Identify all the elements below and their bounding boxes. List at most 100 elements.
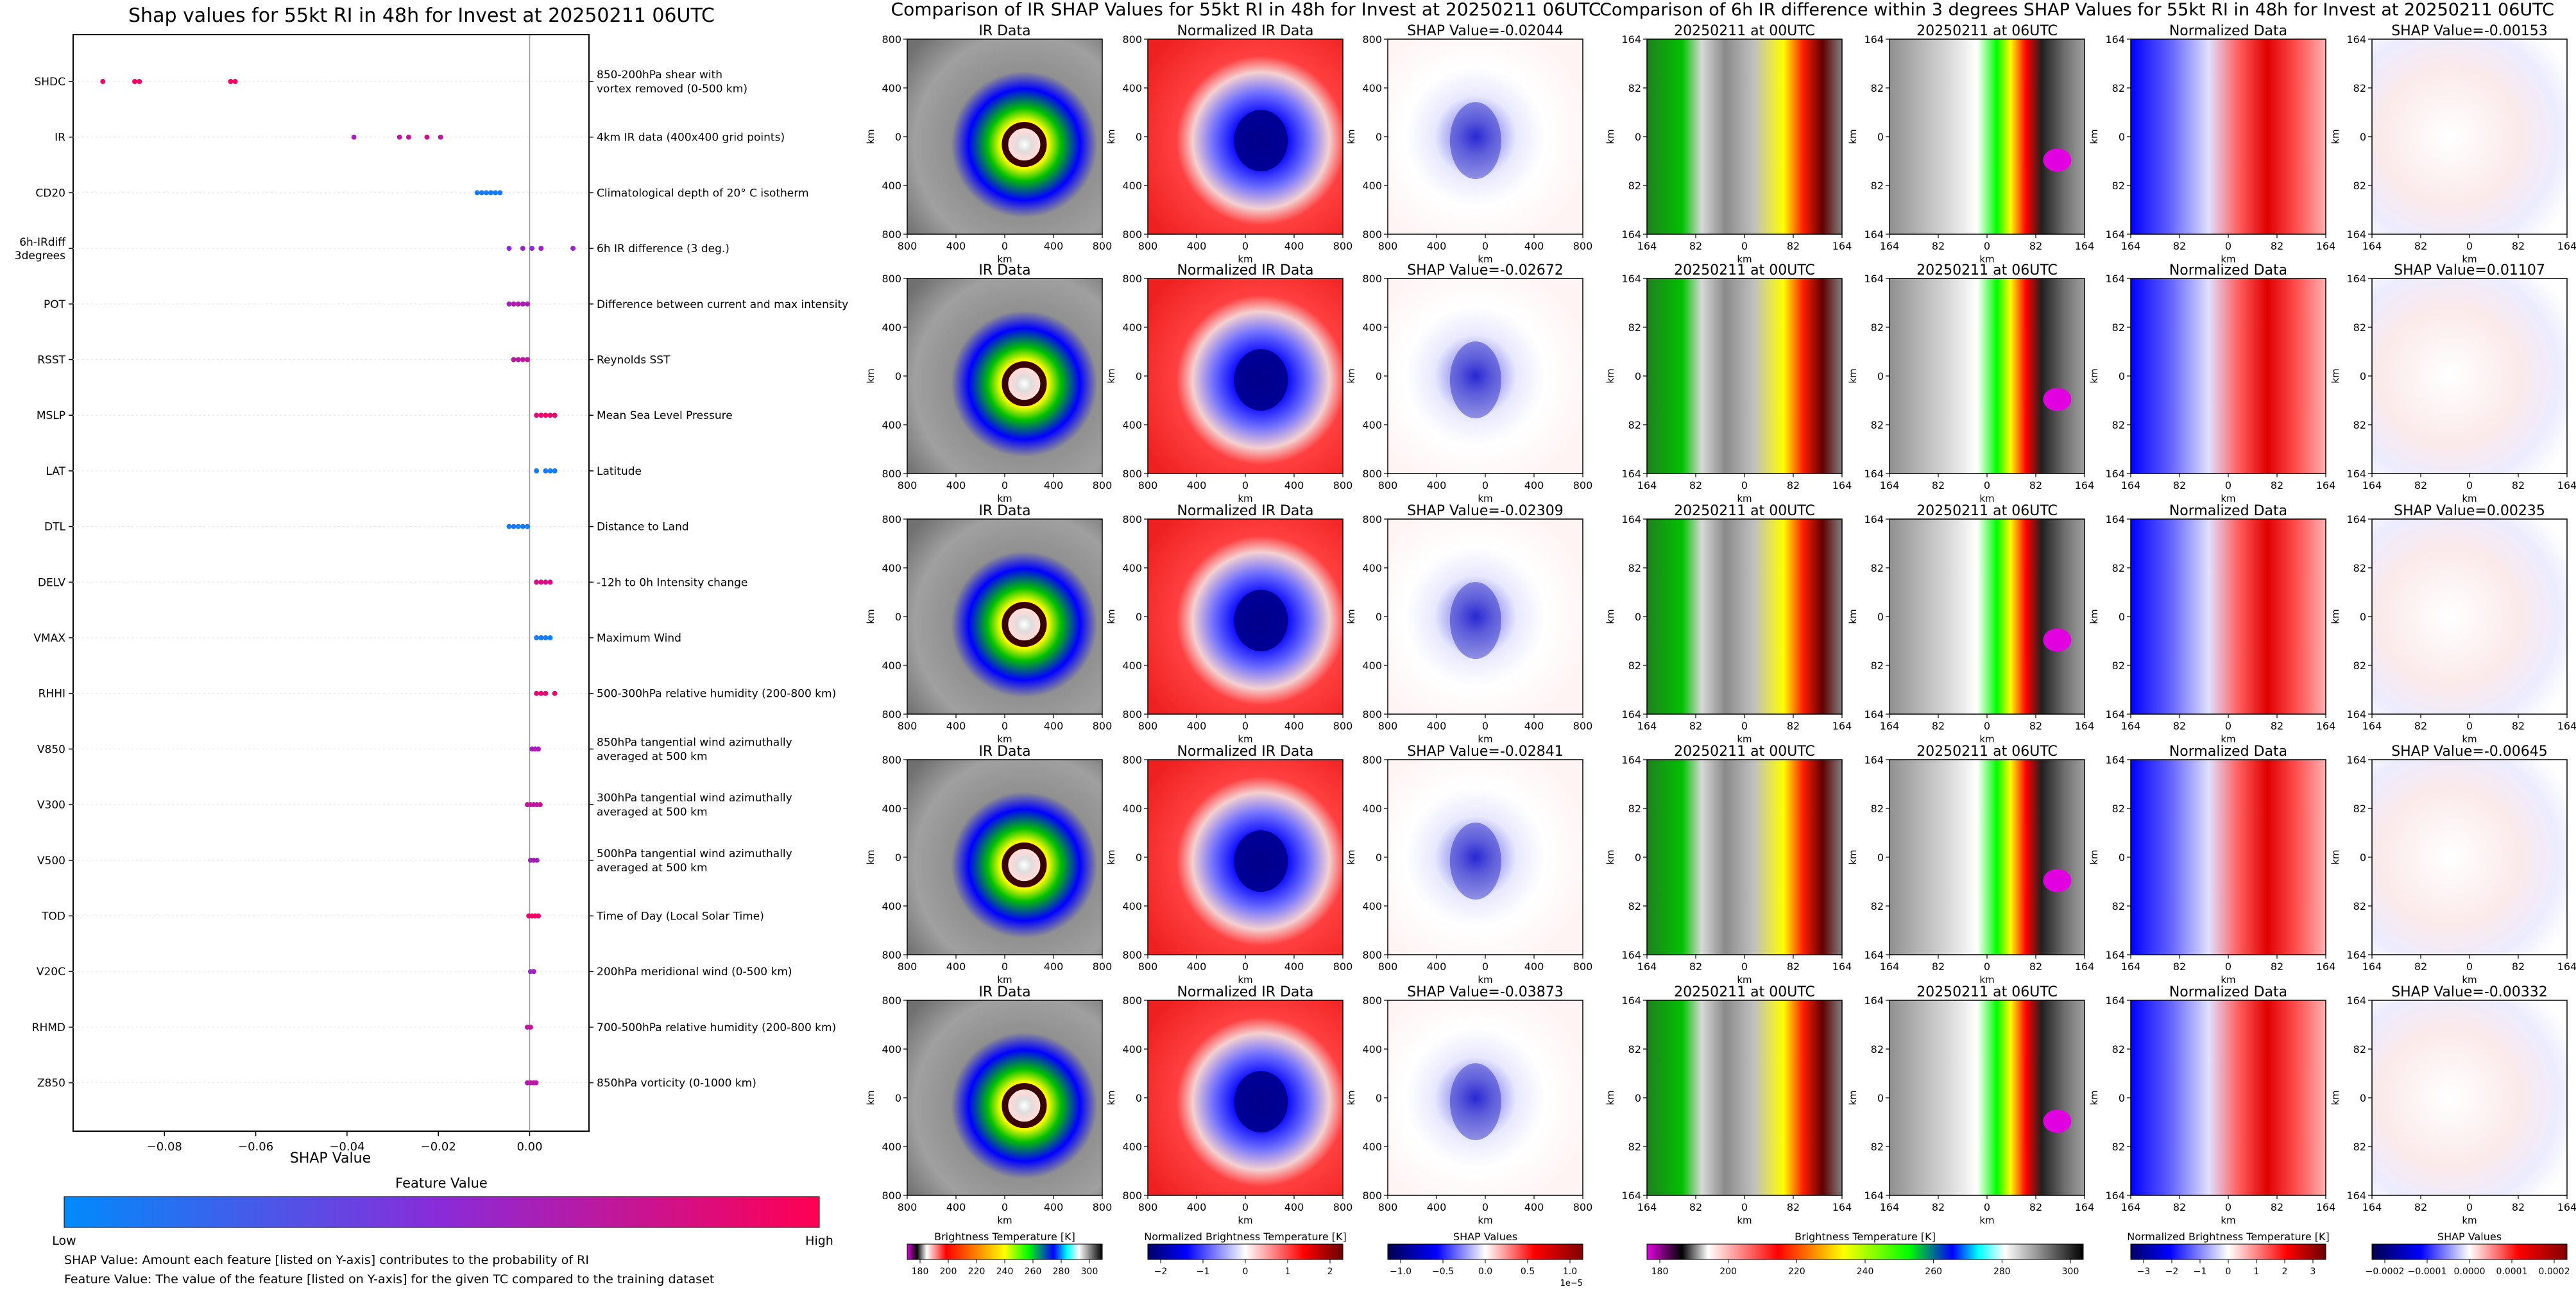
shap-point xyxy=(552,690,558,696)
shap-point xyxy=(547,579,553,585)
feature-description: Difference between current and max inten… xyxy=(597,298,848,311)
x-tick-label: 164 xyxy=(2316,1201,2336,1213)
x-tick-label: 82 xyxy=(1787,960,1800,973)
y-axis-label: km xyxy=(865,1090,876,1105)
x-tick-label: 82 xyxy=(2414,720,2427,732)
feature-description: 200hPa meridional wind (0-500 km) xyxy=(597,966,792,978)
y-tick-label: 0 xyxy=(1376,1092,1382,1104)
y-tick-label: 164 xyxy=(2105,708,2125,721)
x-tick-label: 82 xyxy=(2271,1201,2283,1213)
shap-point xyxy=(511,524,516,529)
x-tick-label: 164 xyxy=(2121,720,2141,732)
shap-point xyxy=(506,524,512,529)
x-tick-label: 800 xyxy=(1138,1201,1158,1213)
x-tick-label: 0.00 xyxy=(516,1140,542,1154)
subplot-title: 20250211 at 00UTC xyxy=(1674,984,1815,1000)
x-tick-label: 164 xyxy=(2557,960,2576,973)
feature-description: Maximum Wind xyxy=(597,632,681,645)
y-tick-label: 82 xyxy=(2112,82,2125,94)
feature-name: V300 xyxy=(37,799,65,812)
x-tick-label: 0 xyxy=(1002,1201,1008,1213)
x-axis-label: km xyxy=(997,493,1012,504)
y-tick-label: 164 xyxy=(2346,754,2366,766)
colorbar-label: Normalized Brightness Temperature [K] xyxy=(2127,1231,2330,1243)
x-tick-label: 82 xyxy=(1689,479,1702,491)
x-tick-label: 0 xyxy=(1741,960,1748,973)
beeswarm-x-ticks: −0.08 −0.06 −0.04 −0.02 0.00 xyxy=(147,1131,543,1154)
shap-point xyxy=(543,635,549,640)
x-axis-label: km xyxy=(1478,974,1492,986)
y-tick-label: 82 xyxy=(1871,321,1884,334)
subplot-title: 20250211 at 06UTC xyxy=(1916,744,2058,760)
shap-point xyxy=(405,134,411,140)
storm-eyewall xyxy=(1002,361,1047,407)
x-tick-label: 800 xyxy=(898,720,917,732)
x-axis-label: km xyxy=(2221,493,2235,504)
y-tick-label: 800 xyxy=(1362,754,1382,766)
y-tick-label: 164 xyxy=(1621,949,1641,961)
y-tick-label: 800 xyxy=(882,33,901,46)
shap-negative-region xyxy=(1449,823,1501,900)
colorbar-tick-label: 260 xyxy=(1925,1267,1942,1277)
y-tick-label: 164 xyxy=(2346,513,2366,525)
feature-description: Time of Day (Local Solar Time) xyxy=(596,910,764,923)
shap-point xyxy=(515,524,521,529)
x-tick-label: 164 xyxy=(2362,960,2382,973)
y-tick-label: 82 xyxy=(2353,562,2366,574)
x-tick-label: 82 xyxy=(2414,240,2427,252)
x-tick-label: 164 xyxy=(2362,720,2382,732)
y-tick-label: 800 xyxy=(1122,754,1142,766)
y-tick-label: 164 xyxy=(1864,1190,1884,1202)
heatmap-image xyxy=(2372,1000,2567,1195)
y-axis-label: km xyxy=(2330,849,2341,864)
shap-point xyxy=(552,413,558,418)
y-tick-label: 400 xyxy=(882,321,901,334)
x-tick-label: 800 xyxy=(1333,720,1353,732)
y-tick-label: 0 xyxy=(1136,851,1142,864)
x-tick-label: 0 xyxy=(2225,1201,2231,1213)
colorbar-label: Brightness Temperature [K] xyxy=(934,1231,1075,1243)
feature-name: V850 xyxy=(37,743,65,756)
y-tick-label: 400 xyxy=(1362,562,1382,574)
feature-name: V500 xyxy=(37,855,65,867)
x-tick-label: 400 xyxy=(1044,1201,1064,1213)
x-tick-label: 82 xyxy=(2173,960,2186,973)
feature-description: 850hPa vorticity (0-1000 km) xyxy=(597,1077,756,1090)
shap-point xyxy=(515,301,521,307)
subplot-title: Normalized IR Data xyxy=(1177,503,1313,519)
y-tick-label: 0 xyxy=(1635,851,1641,864)
colorbar-tick-label: 3 xyxy=(2310,1267,2316,1277)
x-axis-label: km xyxy=(2221,253,2235,265)
shap-point xyxy=(552,468,558,474)
colorbar-offset: 1e−5 xyxy=(1560,1279,1583,1288)
x-tick-label: 82 xyxy=(1787,479,1800,491)
y-tick-label: 164 xyxy=(2105,994,2125,1007)
shap-point xyxy=(534,635,540,640)
y-tick-label: 0 xyxy=(1376,370,1382,382)
y-tick-label: 82 xyxy=(2353,180,2366,192)
x-tick-label: 82 xyxy=(1689,240,1702,252)
shap-point xyxy=(527,1024,533,1030)
x-tick-label: 82 xyxy=(2029,1201,2042,1213)
subplot-title: SHAP Value=-0.02841 xyxy=(1407,744,1564,760)
y-tick-label: 0 xyxy=(1136,131,1142,143)
x-tick-label: 400 xyxy=(1427,960,1447,973)
heatmap-image xyxy=(2131,760,2326,955)
y-tick-label: 0 xyxy=(1136,1092,1142,1104)
x-tick-label: 0 xyxy=(1482,720,1488,732)
storm-eye-highlight xyxy=(1005,125,1044,164)
x-tick-label: 82 xyxy=(2029,479,2042,491)
x-tick-label: 0 xyxy=(2225,960,2231,973)
y-tick-label: 0 xyxy=(1877,611,1884,623)
colorbar-tick-label: 0.5 xyxy=(1521,1267,1535,1277)
x-axis-label: km xyxy=(1979,974,1994,986)
x-tick-label: 0 xyxy=(1482,960,1488,973)
x-tick-label: 0 xyxy=(1002,479,1008,491)
beeswarm-title: Shap values for 55kt RI in 48h for Inves… xyxy=(128,4,715,27)
y-axis-label: km xyxy=(1105,849,1117,864)
